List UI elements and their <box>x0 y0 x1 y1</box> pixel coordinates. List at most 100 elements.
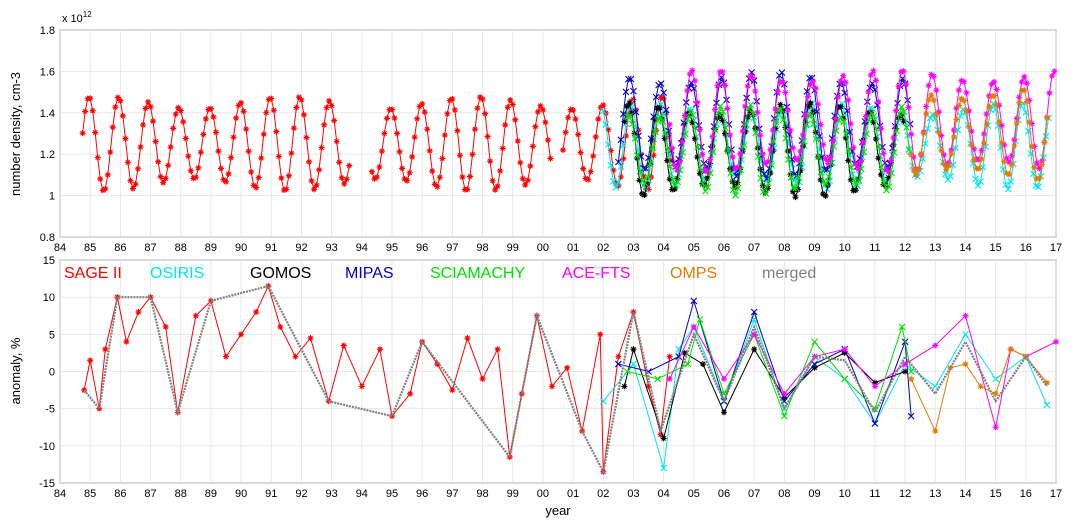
bottom-data-point <box>781 390 788 397</box>
top-data-point <box>650 152 657 159</box>
bottom-data-point <box>223 353 229 360</box>
top-data-point <box>764 158 771 165</box>
top-x-tick-label: 17 <box>1050 242 1062 254</box>
bottom-x-tick-label: 04 <box>658 488 670 500</box>
top-data-point <box>97 175 104 182</box>
bottom-data-point <box>751 346 758 353</box>
top-x-tick-label: 02 <box>597 242 609 254</box>
top-data-point <box>991 92 998 99</box>
top-data-point <box>935 129 942 136</box>
top-data-point <box>664 146 672 154</box>
top-data-point <box>701 182 708 189</box>
bottom-data-point <box>494 346 501 353</box>
top-data-point <box>910 166 917 173</box>
bottom-y-tick-label: 5 <box>49 329 55 341</box>
top-data-point <box>477 94 484 101</box>
top-data-point <box>512 116 519 123</box>
top-data-point <box>255 174 262 181</box>
top-data-point <box>217 165 224 172</box>
top-data-point <box>807 99 814 106</box>
bottom-data-point <box>464 335 471 342</box>
top-data-point <box>945 159 952 166</box>
top-data-point <box>1043 114 1050 121</box>
top-data-point <box>1008 161 1015 168</box>
bottom-x-tick-label: 01 <box>567 488 579 500</box>
top-data-point <box>797 148 804 155</box>
top-data-point <box>268 95 275 102</box>
top-data-point <box>955 102 962 109</box>
top-data-point <box>802 112 809 119</box>
top-data-point <box>739 128 746 135</box>
bottom-data-point <box>599 397 607 405</box>
top-data-point <box>774 88 781 95</box>
top-data-point <box>830 137 837 144</box>
top-data-point <box>624 113 631 120</box>
top-data-point <box>890 134 897 141</box>
bottom-x-tick-label: 86 <box>114 488 126 500</box>
top-data-point <box>537 102 544 109</box>
top-data-point <box>701 166 708 173</box>
top-plot-area <box>59 29 1057 238</box>
bottom-y-tick-label: 10 <box>43 292 55 304</box>
top-data-point <box>431 181 438 188</box>
top-data-point <box>577 149 584 156</box>
top-data-point <box>190 175 197 182</box>
bottom-data-point <box>871 383 878 390</box>
top-data-point <box>981 140 988 147</box>
bottom-data-point <box>615 353 622 360</box>
top-data-point <box>930 97 937 104</box>
top-data-point <box>925 82 932 89</box>
top-data-point <box>1036 165 1043 172</box>
top-x-tick-labels: 84 85 86 87 88 89 90 91 92 93 94 95 96 97 98 99 00 01 02 03… <box>54 242 1062 254</box>
top-data-point <box>662 106 670 114</box>
top-data-point <box>694 143 702 151</box>
top-panel: 84 85 86 87 88 89 90 91 92 93 94 95 96 97 98 99 00 01 02 03… <box>8 10 1062 254</box>
top-data-point <box>767 170 774 177</box>
bottom-data-point <box>947 364 954 371</box>
top-data-point <box>850 144 857 151</box>
top-data-point <box>948 150 955 157</box>
bottom-data-point <box>564 364 571 371</box>
top-data-point <box>464 186 471 193</box>
top-data-point <box>456 152 463 159</box>
top-data-point <box>539 106 546 113</box>
top-data-point <box>604 141 612 148</box>
top-data-point <box>104 171 111 178</box>
top-x-tick-label: 92 <box>295 242 307 254</box>
top-data-point <box>918 150 925 157</box>
top-data-point <box>283 186 290 193</box>
top-data-point <box>656 104 663 111</box>
top-data-point <box>689 119 696 126</box>
top-data-point <box>303 134 310 141</box>
top-data-point <box>626 112 634 120</box>
top-data-point <box>671 186 678 193</box>
top-data-point <box>953 105 960 112</box>
top-data-point <box>615 182 622 189</box>
top-data-point <box>621 118 628 125</box>
top-data-point <box>617 136 625 144</box>
top-y-axis-label: number density, cm-3 <box>8 72 23 196</box>
bottom-data-point <box>614 360 622 368</box>
top-data-point <box>790 184 797 192</box>
top-data-point <box>674 175 681 182</box>
top-data-point <box>411 134 418 141</box>
top-y-tick-label: 1.2 <box>40 149 55 161</box>
top-data-point <box>845 97 852 104</box>
top-data-point <box>694 154 701 161</box>
top-data-point <box>368 168 375 175</box>
bottom-data-point <box>238 331 245 338</box>
top-data-point <box>960 97 967 104</box>
top-data-point <box>575 131 582 138</box>
top-data-point <box>855 177 863 185</box>
top-data-point <box>1003 155 1010 162</box>
top-data-point <box>273 128 280 135</box>
top-data-point <box>870 67 877 74</box>
top-data-point <box>265 96 272 103</box>
top-data-point <box>759 182 766 189</box>
top-data-point <box>89 107 96 114</box>
bottom-data-point <box>96 405 103 412</box>
bottom-x-tick-label: 96 <box>416 488 428 500</box>
top-data-point <box>625 75 632 83</box>
top-data-point <box>900 118 907 125</box>
top-data-point <box>867 71 874 78</box>
